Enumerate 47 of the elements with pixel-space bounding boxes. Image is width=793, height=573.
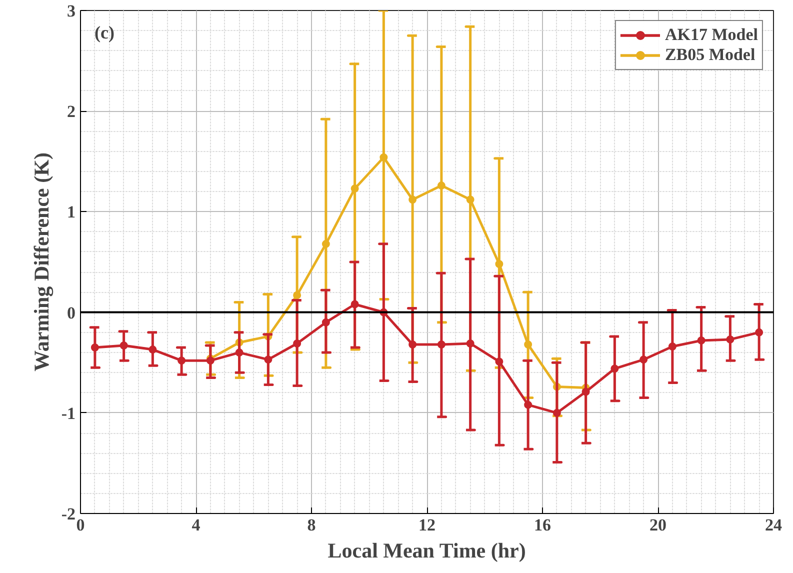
point <box>697 336 706 344</box>
x-tick-label: 12 <box>418 516 436 534</box>
x-tick-label: 24 <box>765 516 782 534</box>
legend-label: AK17 Model <box>664 25 758 45</box>
y-axis-title: Warming Difference (K) <box>29 152 54 372</box>
point <box>90 344 99 352</box>
x-axis-title: Local Mean Time (hr) <box>328 538 526 562</box>
point <box>148 346 157 354</box>
y-tick-label: 3 <box>67 2 76 20</box>
y-tick-label: 2 <box>67 102 76 122</box>
point <box>640 356 648 364</box>
point <box>437 182 446 190</box>
point <box>350 184 359 193</box>
point <box>466 196 474 204</box>
point <box>408 196 417 204</box>
legend-label: ZB05 Model <box>664 45 756 65</box>
point <box>235 348 244 357</box>
point <box>610 364 619 373</box>
point <box>408 340 417 348</box>
point <box>437 340 446 348</box>
point <box>380 153 388 162</box>
y-tick-label: 0 <box>67 303 76 322</box>
point <box>668 342 676 350</box>
point <box>495 260 504 268</box>
point <box>495 358 504 366</box>
point <box>552 408 561 417</box>
point <box>755 328 764 336</box>
x-tick-label: 8 <box>307 516 316 534</box>
point <box>322 240 330 248</box>
point <box>293 291 302 300</box>
point <box>466 339 474 348</box>
point <box>524 340 532 348</box>
annotation: (c) <box>94 22 114 42</box>
point <box>726 335 734 344</box>
y-tick-label: 1 <box>67 202 76 222</box>
x-tick-label: 16 <box>534 516 551 534</box>
point <box>264 356 272 364</box>
point <box>582 388 590 396</box>
x-tick-label: 20 <box>650 516 666 534</box>
point <box>293 339 302 348</box>
point <box>322 318 330 326</box>
y-tick-label: -2 <box>61 504 76 524</box>
point <box>350 300 359 308</box>
y-tick-label: -1 <box>61 404 76 423</box>
point <box>120 342 128 350</box>
x-tick-label: 4 <box>192 516 201 534</box>
point <box>524 400 532 409</box>
